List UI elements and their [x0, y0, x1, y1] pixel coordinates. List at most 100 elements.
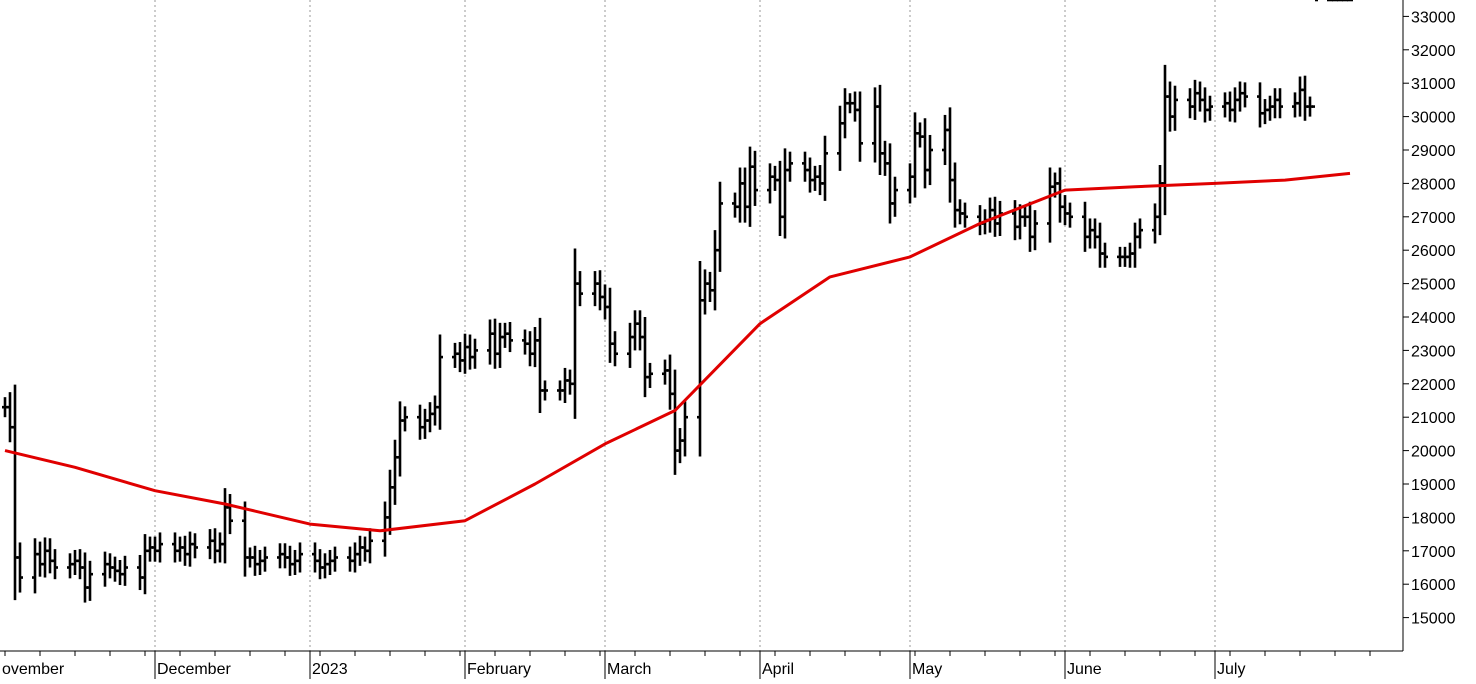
price-bar — [157, 532, 163, 563]
price-bar — [1172, 85, 1178, 131]
price-bar — [702, 269, 708, 315]
price-bar — [882, 140, 888, 176]
price-bar — [352, 542, 358, 573]
price-bar — [282, 543, 288, 569]
price-bar — [812, 165, 818, 191]
price-bar — [297, 542, 303, 573]
price-bar — [1267, 95, 1273, 121]
price-bar — [1027, 201, 1033, 252]
price-bar — [577, 271, 583, 307]
price-bar — [1257, 82, 1263, 128]
price-bar — [632, 310, 638, 351]
price-bar — [1292, 92, 1298, 118]
price-bar — [927, 134, 933, 186]
price-bar — [802, 151, 808, 182]
price-bar — [962, 202, 968, 228]
y-tick-label: 16000 — [1411, 577, 1456, 594]
price-bar — [1197, 81, 1203, 112]
price-bar — [682, 401, 688, 457]
price-bar — [1057, 167, 1063, 223]
price-bar — [152, 536, 158, 562]
y-tick-label: 32000 — [1411, 43, 1456, 60]
price-bar — [52, 549, 58, 580]
price-bar — [1222, 92, 1228, 118]
x-tick-label: March — [607, 661, 651, 678]
y-tick-label: 24000 — [1411, 310, 1456, 327]
y-tick-label: 23000 — [1411, 343, 1456, 360]
price-bar — [222, 488, 228, 564]
price-bar — [427, 402, 433, 433]
price-bar — [1207, 95, 1213, 121]
price-bar — [252, 545, 258, 576]
price-bar — [112, 556, 118, 582]
price-bar — [137, 554, 143, 591]
price-bar — [1277, 88, 1283, 119]
price-bar — [1187, 88, 1193, 119]
price-bar — [842, 88, 848, 139]
y-tick-label: 26000 — [1411, 243, 1456, 260]
price-bar — [77, 549, 83, 580]
price-bar — [492, 318, 498, 369]
price-bar — [877, 84, 883, 176]
price-bar — [212, 528, 218, 564]
price-bar — [1202, 87, 1208, 123]
price-bar — [507, 322, 513, 353]
price-bar — [782, 148, 788, 239]
price-bar — [1232, 87, 1238, 123]
y-tick-label: 20000 — [1411, 444, 1456, 461]
price-bar — [472, 338, 478, 369]
price-bar — [1127, 242, 1133, 268]
price-bar — [102, 551, 108, 587]
price-bar — [122, 555, 128, 586]
price-bar — [712, 230, 718, 311]
price-bar — [182, 535, 188, 566]
y-tick-label: 30000 — [1411, 110, 1456, 127]
price-bar — [917, 122, 923, 148]
price-bar — [107, 553, 113, 579]
price-bar — [607, 287, 613, 363]
y-tick-label: 19000 — [1411, 477, 1456, 494]
price-bar — [287, 545, 293, 576]
y-tick-label: 33000 — [1411, 9, 1456, 26]
price-bar — [522, 329, 528, 355]
price-bar — [12, 384, 18, 601]
price-bar — [312, 542, 318, 573]
price-bar — [807, 157, 813, 193]
price-bar — [602, 284, 608, 320]
price-bar — [172, 532, 178, 563]
price-bar — [747, 146, 753, 227]
x-tick-label: June — [1067, 661, 1102, 678]
price-bar — [242, 501, 248, 577]
price-bar — [567, 369, 573, 395]
price-bar — [347, 546, 353, 572]
y-tick-label: 25000 — [1411, 277, 1456, 294]
price-bar — [497, 322, 503, 368]
y-tick-label: 17000 — [1411, 544, 1456, 561]
price-bar — [1297, 76, 1303, 117]
y-tick-label: 21000 — [1411, 410, 1456, 427]
price-bar — [322, 553, 328, 579]
price-bar — [637, 310, 643, 351]
price-bar — [662, 359, 668, 385]
price-bar — [647, 362, 653, 388]
price-bar — [1152, 203, 1158, 244]
price-bar — [452, 342, 458, 368]
y-tick-label: 28000 — [1411, 176, 1456, 193]
price-bar — [1067, 202, 1073, 228]
price-bar — [767, 163, 773, 204]
price-bar — [677, 428, 683, 464]
x-tick-label: December — [157, 661, 231, 678]
price-bar — [67, 553, 73, 579]
price-bar — [367, 528, 373, 564]
price-bar — [672, 369, 678, 475]
price-bar — [777, 160, 783, 237]
price-bar — [597, 270, 603, 311]
price-bar — [1082, 201, 1088, 252]
price-bar — [857, 91, 863, 162]
price-bar — [1087, 218, 1093, 249]
price-bar — [572, 248, 578, 419]
price-bar — [562, 367, 568, 404]
price-bar — [332, 546, 338, 572]
price-bar — [82, 552, 88, 603]
price-bar — [142, 534, 148, 595]
